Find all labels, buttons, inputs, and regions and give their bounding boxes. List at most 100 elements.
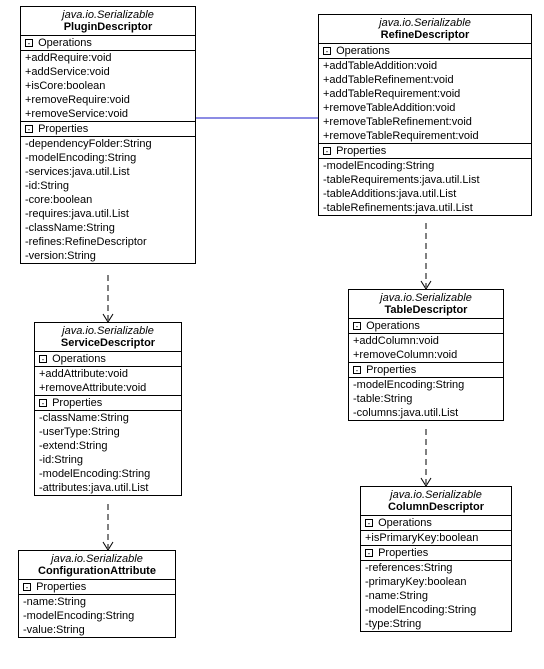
property: -modelEncoding:String [21,151,195,165]
collapse-icon[interactable]: - [323,47,331,55]
property: -requires:java.util.List [21,207,195,221]
props-header[interactable]: - Properties [35,396,181,411]
ops-header[interactable]: - Operations [319,44,531,59]
dep-edge [421,429,431,486]
property: -name:String [19,595,175,609]
operation: +addTableRefinement:void [319,73,531,87]
operation: +removeTableRefinement:void [319,115,531,129]
operation: +addAttribute:void [35,367,181,381]
props-header[interactable]: - Properties [19,580,175,595]
property: -refines:RefineDescriptor [21,235,195,249]
class-refine: java.io.SerializableRefineDescriptor- Op… [318,14,532,216]
collapse-icon[interactable]: - [39,355,47,363]
props-compartment: -modelEncoding:String-table:String-colum… [349,378,503,420]
collapse-icon[interactable]: - [365,519,373,527]
ops-compartment: +isPrimaryKey:boolean [361,531,511,546]
stereotype: java.io.Serializable [21,7,195,21]
ops-compartment: +addColumn:void+removeColumn:void [349,334,503,363]
stereotype: java.io.Serializable [361,487,511,501]
collapse-icon[interactable]: - [365,549,373,557]
property: -value:String [19,623,175,637]
props-compartment: -modelEncoding:String-tableRequirements:… [319,159,531,215]
operation: +removeAttribute:void [35,381,181,395]
collapse-icon[interactable]: - [323,147,331,155]
ops-label: Operations [52,353,106,365]
operation: +removeTableAddition:void [319,101,531,115]
operation: +removeTableRequirement:void [319,129,531,143]
property: -primaryKey:boolean [361,575,511,589]
collapse-icon[interactable]: - [353,366,361,374]
class-name: ServiceDescriptor [35,337,181,352]
property: -tableAdditions:java.util.List [319,187,531,201]
ops-label: Operations [336,45,390,57]
operation: +addRequire:void [21,51,195,65]
property: -table:String [349,392,503,406]
props-label: Properties [38,123,88,135]
class-column: java.io.SerializableColumnDescriptor- Op… [360,486,512,632]
operation: +addService:void [21,65,195,79]
stereotype: java.io.Serializable [35,323,181,337]
property: -columns:java.util.List [349,406,503,420]
ops-header[interactable]: - Operations [349,319,503,334]
props-compartment: -name:String-modelEncoding:String-value:… [19,595,175,637]
class-table: java.io.SerializableTableDescriptor- Ope… [348,289,504,421]
props-header[interactable]: - Properties [21,122,195,137]
property: -modelEncoding:String [361,603,511,617]
stereotype: java.io.Serializable [19,551,175,565]
props-compartment: -dependencyFolder:String-modelEncoding:S… [21,137,195,263]
property: -userType:String [35,425,181,439]
class-name: PluginDescriptor [21,21,195,36]
operation: +addColumn:void [349,334,503,348]
property: -className:String [35,411,181,425]
property: -className:String [21,221,195,235]
property: -name:String [361,589,511,603]
class-name: ConfigurationAttribute [19,565,175,580]
ops-compartment: +addTableAddition:void+addTableRefinemen… [319,59,531,144]
props-header[interactable]: - Properties [361,546,511,561]
ops-label: Operations [38,37,92,49]
property: -dependencyFolder:String [21,137,195,151]
class-config: java.io.SerializableConfigurationAttribu… [18,550,176,638]
ops-header[interactable]: - Operations [35,352,181,367]
operation: +removeColumn:void [349,348,503,362]
collapse-icon[interactable]: - [25,39,33,47]
collapse-icon[interactable]: - [25,125,33,133]
property: -modelEncoding:String [19,609,175,623]
class-name: ColumnDescriptor [361,501,511,516]
props-label: Properties [378,547,428,559]
ops-header[interactable]: - Operations [361,516,511,531]
props-label: Properties [36,581,86,593]
props-header[interactable]: - Properties [349,363,503,378]
props-label: Properties [52,397,102,409]
class-name: RefineDescriptor [319,29,531,44]
property: -modelEncoding:String [319,159,531,173]
property: -id:String [35,453,181,467]
operation: +removeRequire:void [21,93,195,107]
property: -id:String [21,179,195,193]
property: -tableRefinements:java.util.List [319,201,531,215]
props-compartment: -className:String-userType:String-extend… [35,411,181,495]
props-label: Properties [366,364,416,376]
ops-compartment: +addAttribute:void+removeAttribute:void [35,367,181,396]
dep-edge [421,223,431,289]
property: -tableRequirements:java.util.List [319,173,531,187]
props-header[interactable]: - Properties [319,144,531,159]
collapse-icon[interactable]: - [39,399,47,407]
property: -services:java.util.List [21,165,195,179]
operation: +isPrimaryKey:boolean [361,531,511,545]
class-name: TableDescriptor [349,304,503,319]
property: -core:boolean [21,193,195,207]
property: -type:String [361,617,511,631]
props-label: Properties [336,145,386,157]
property: -modelEncoding:String [349,378,503,392]
property: -modelEncoding:String [35,467,181,481]
collapse-icon[interactable]: - [23,583,31,591]
ops-label: Operations [366,320,420,332]
property: -references:String [361,561,511,575]
props-compartment: -references:String-primaryKey:boolean-na… [361,561,511,631]
ops-compartment: +addRequire:void+addService:void+isCore:… [21,51,195,122]
ops-header[interactable]: - Operations [21,36,195,51]
dep-edge [103,504,113,550]
collapse-icon[interactable]: - [353,322,361,330]
property: -version:String [21,249,195,263]
